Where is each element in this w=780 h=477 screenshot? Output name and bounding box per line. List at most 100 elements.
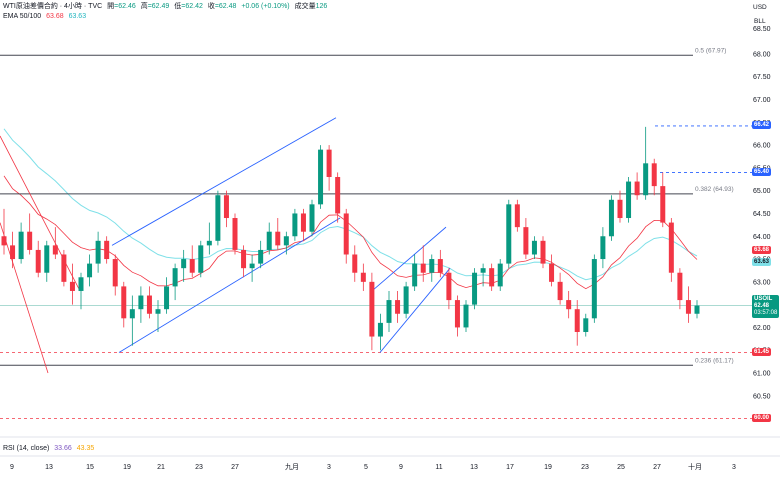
- candle-body: [472, 272, 478, 305]
- high-label: 高: [140, 3, 148, 10]
- candle-body: [129, 309, 135, 319]
- time-tick-label: 21: [157, 464, 165, 471]
- low-label: 低: [174, 3, 182, 10]
- candle-body: [78, 277, 84, 291]
- candle-body: [189, 259, 195, 273]
- resistance-label-2: 65.40: [752, 167, 772, 176]
- price-tick-label: 64.00: [753, 234, 771, 241]
- drawing-overlays: 0.5 (67.97) 0.382 (64.93) 0.236 (61.17): [0, 47, 752, 420]
- open-label: 開: [107, 3, 115, 10]
- ema-100-path: [3, 128, 698, 281]
- time-axis: 9 13 15 19 21 23 27 九月 3 5 9 11 13 17 19 23 25 27 十月 3: [10, 462, 736, 471]
- time-tick-label: 23: [581, 464, 589, 471]
- candle-body: [583, 318, 589, 332]
- ema50-price-label: 63.68: [752, 246, 772, 255]
- open-value: =62.46: [114, 3, 136, 10]
- candle-body: [326, 149, 332, 177]
- rsi-value-1: 33.66: [54, 445, 72, 452]
- candle-body: [10, 245, 16, 260]
- trend-line: [0, 135, 81, 292]
- currency-button[interactable]: USD: [753, 4, 767, 11]
- time-tick-label: 23: [195, 464, 203, 471]
- candle-body: [531, 240, 537, 255]
- time-tick-label: 27: [231, 464, 239, 471]
- candle-body: [223, 195, 229, 219]
- candle-body: [480, 268, 486, 273]
- candle-body: [437, 259, 443, 273]
- candle-body: [412, 263, 418, 287]
- trend-line: [0, 222, 49, 374]
- candle-body: [557, 281, 563, 301]
- candle-body: [651, 163, 657, 187]
- candle-body: [685, 300, 691, 314]
- price-tick-label: 66.00: [753, 143, 771, 150]
- support-label-2: 60.00: [752, 414, 772, 423]
- candle-body: [352, 254, 358, 273]
- candle-body: [360, 272, 366, 282]
- candle-body: [309, 204, 315, 232]
- unit-button[interactable]: BLL: [754, 18, 766, 25]
- rsi-value-2: 43.35: [76, 445, 95, 452]
- time-tick-label: 九月: [285, 462, 299, 471]
- candle-body: [181, 259, 187, 269]
- channel-lower-line: [118, 217, 341, 353]
- price-tick-label: 61.00: [753, 371, 771, 378]
- candle-body: [626, 181, 632, 219]
- candle-body: [146, 295, 152, 314]
- candle-body: [198, 245, 204, 273]
- fib-level-label: 0.5 (67.97): [695, 47, 726, 54]
- time-tick-label: 13: [45, 464, 53, 471]
- ema100-price-label: 63.63: [752, 257, 772, 266]
- candle-body: [232, 218, 238, 250]
- candle-body: [395, 300, 401, 314]
- price-axis: 68.0067.5067.0066.5066.0065.5065.0064.50…: [0, 26, 780, 457]
- candle-body: [377, 322, 383, 337]
- candle-body: [138, 295, 144, 310]
- candle-body: [523, 227, 529, 255]
- price-tick-label: 67.00: [753, 97, 771, 104]
- candle-body: [206, 240, 212, 246]
- candle-body: [44, 245, 50, 273]
- candle-body: [489, 268, 495, 287]
- candle-body: [258, 249, 264, 264]
- time-tick-label: 11: [435, 464, 442, 471]
- candle-body: [172, 268, 178, 287]
- candle-body: [112, 259, 118, 287]
- price-tick-label: 64.50: [753, 211, 771, 218]
- candle-body: [241, 249, 247, 269]
- price-tick-label: 68.00: [753, 51, 771, 58]
- candle-body: [275, 231, 281, 246]
- candle-body: [634, 181, 640, 196]
- high-value: =62.49: [147, 3, 170, 10]
- candle-body: [87, 263, 93, 278]
- candle-body: [643, 163, 649, 196]
- candle-body: [95, 240, 101, 264]
- candle-body: [677, 272, 683, 301]
- rsi-legend: RSI (14, close) 33.66 43.35: [3, 445, 94, 452]
- candle-body: [121, 286, 127, 319]
- ema-label: EMA 50/100: [3, 13, 42, 20]
- price-tick-label: 67.50: [753, 74, 771, 81]
- candle-body: [27, 231, 33, 250]
- fib-level-label: 0.236 (61.17): [695, 357, 734, 364]
- price-tick-label: 65.00: [753, 188, 771, 195]
- ema-50-line: [3, 175, 698, 290]
- candle-body: [104, 240, 110, 260]
- candle-body: [694, 305, 700, 314]
- candle-body: [514, 204, 520, 228]
- candle-body: [300, 213, 306, 232]
- last-price-label: USOIL 62.48 03:57:08: [752, 294, 780, 318]
- price-tick-label: 63.00: [753, 279, 771, 286]
- candle-body: [403, 286, 409, 314]
- candle-body: [318, 149, 324, 205]
- candle-body: [61, 254, 67, 282]
- time-tick-label: 17: [506, 464, 514, 471]
- candle-body: [369, 281, 375, 337]
- candle-body: [164, 286, 170, 310]
- candle-body: [266, 231, 272, 250]
- candle-body: [668, 222, 674, 273]
- time-tick-label: 27: [653, 464, 661, 471]
- time-tick-label: 9: [10, 464, 14, 471]
- candle-body: [283, 236, 289, 246]
